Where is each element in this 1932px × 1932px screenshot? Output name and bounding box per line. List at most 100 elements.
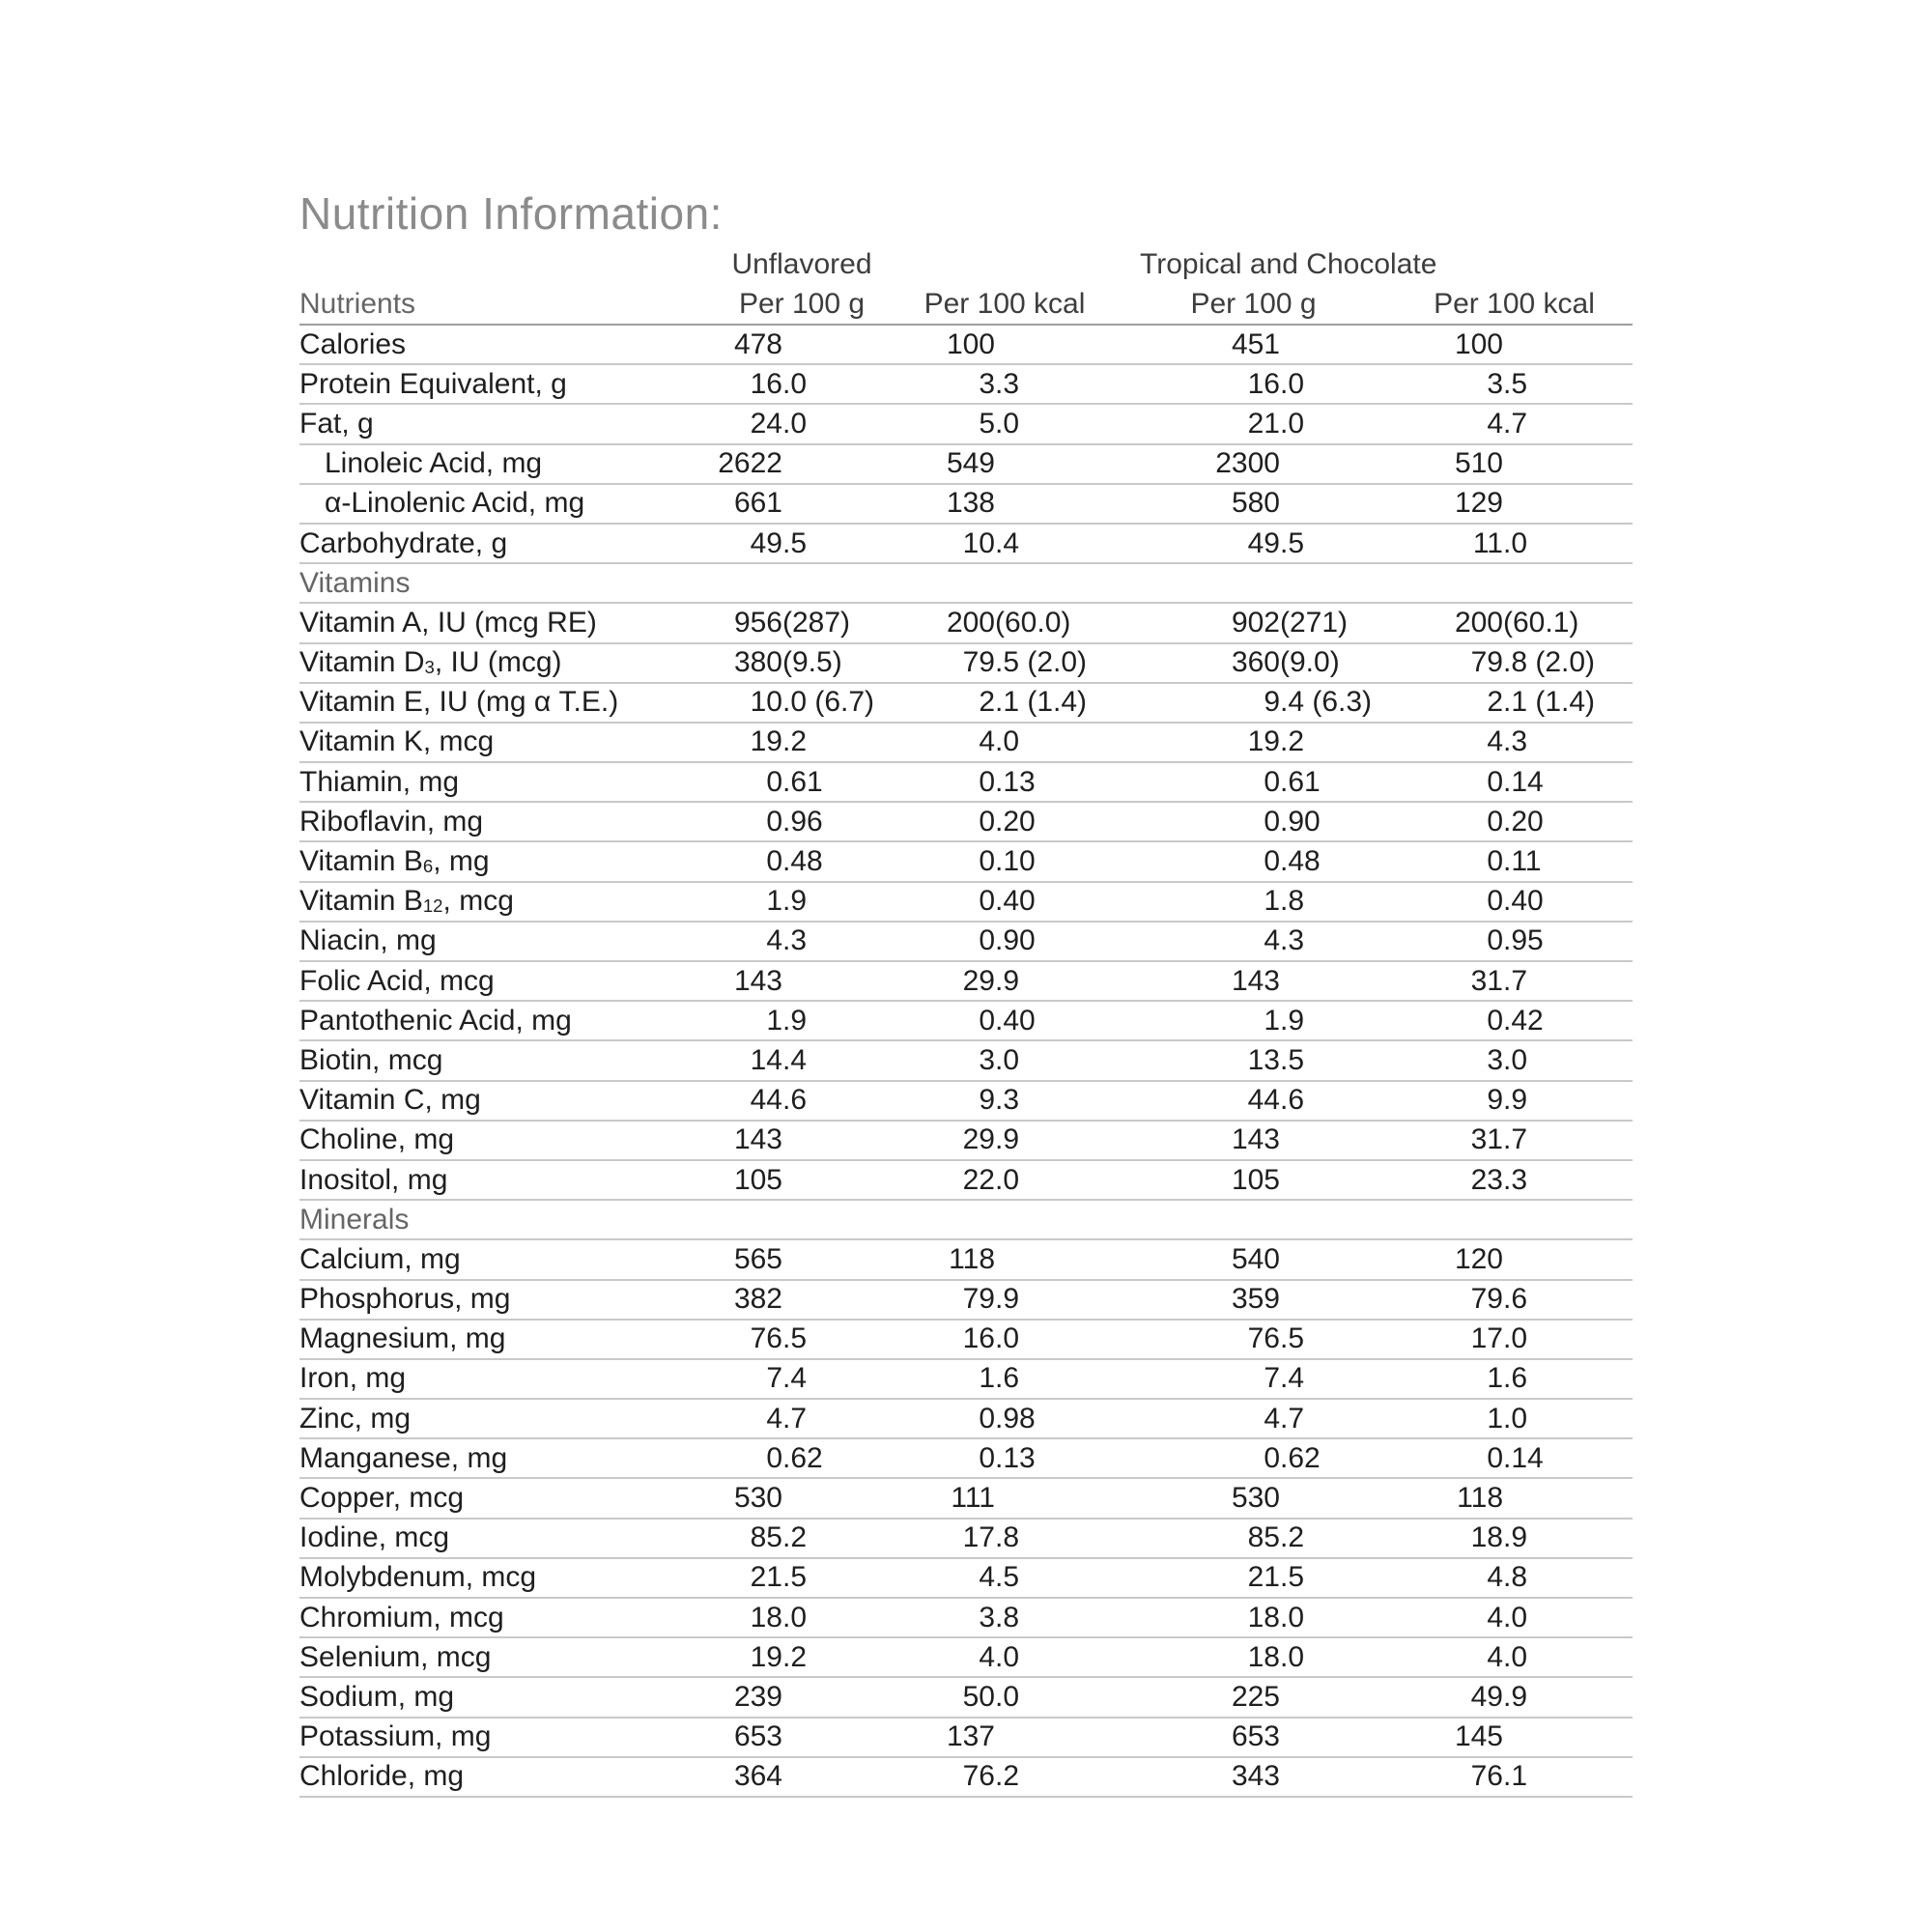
value-cell: 0.48 <box>1111 845 1396 878</box>
value-cell: 19.2 <box>705 725 898 758</box>
value-integer-part: 29 <box>962 1123 995 1156</box>
value-cell: 4.0 <box>1396 1602 1633 1634</box>
value-fraction-part <box>782 965 898 998</box>
group-header-unflavored: Unflavored <box>731 248 872 280</box>
value-fraction-part: .0 <box>782 1601 808 1634</box>
value-cell: 29.9 <box>898 1123 1111 1156</box>
value-fraction-part: .9 <box>1503 1680 1528 1713</box>
value-integer-part: 902 <box>1231 606 1280 639</box>
value-fraction-part: .9 <box>1503 1084 1528 1117</box>
value-integer-part: 1 <box>1487 1362 1503 1395</box>
table-row: Vitamin B6, mg 0.48 0.10 0.48 0.11 <box>299 842 1633 883</box>
table-row: Vitamin B12, mcg 1.9 0.40 1.8 0.40 <box>299 883 1633 923</box>
value-fraction-part: .1 (1.4) <box>995 686 1088 719</box>
value-cell: 1.9 <box>1111 1005 1396 1037</box>
value-cell: 478 <box>705 328 898 361</box>
value-integer-part: 4 <box>1487 407 1503 440</box>
value-integer-part: 19 <box>1247 725 1280 758</box>
section-header-row: Minerals <box>299 1201 1633 1241</box>
value-fraction-part: .2 <box>995 1760 1020 1793</box>
value-fraction-part: (287) <box>782 606 851 639</box>
value-cell: 31.7 <box>1396 1123 1633 1156</box>
value-integer-part: 510 <box>1454 447 1503 480</box>
value-cell: 3.3 <box>898 368 1111 401</box>
value-fraction-part: .5 (2.0) <box>995 646 1088 679</box>
column-header-unflavored-per-100kcal: Per 100 kcal <box>923 287 1086 320</box>
value-cell: 76.5 <box>705 1322 898 1355</box>
value-integer-part: 11 <box>1472 526 1503 559</box>
table-row: Vitamin E, IU (mg α T.E.) 10.0 (6.7) 2.1 (… <box>299 684 1633 724</box>
value-integer-part: 0 <box>1487 885 1503 918</box>
value-cell: 0.14 <box>1396 1442 1633 1475</box>
value-fraction-part <box>1280 1283 1396 1316</box>
value-fraction-part <box>995 1243 1111 1276</box>
value-cell: 143 <box>1111 965 1396 998</box>
value-cell: 120 <box>1396 1243 1633 1276</box>
value-fraction-part <box>1280 1123 1396 1156</box>
table-row: Riboflavin, mg 0.96 0.20 0.90 0.20 <box>299 803 1633 843</box>
value-cell: 118 <box>898 1243 1111 1276</box>
value-fraction-part <box>1280 965 1396 998</box>
value-integer-part: 0 <box>1264 765 1280 798</box>
value-fraction-part: .5 <box>1280 1043 1305 1076</box>
value-integer-part: 580 <box>1231 487 1280 520</box>
value-integer-part: 0 <box>1487 1441 1503 1474</box>
nutrient-label: Carbohydrate, g <box>299 526 508 559</box>
value-cell: 85.2 <box>1111 1521 1396 1554</box>
value-cell: 902 (271) <box>1111 607 1396 639</box>
value-integer-part: 364 <box>733 1760 782 1793</box>
value-cell: 18.0 <box>1111 1641 1396 1674</box>
value-fraction-part: .2 <box>782 725 808 758</box>
value-cell: 22.0 <box>898 1164 1111 1197</box>
value-fraction-part: .2 <box>1280 725 1305 758</box>
value-cell: 16.0 <box>898 1322 1111 1355</box>
value-integer-part: 9 <box>1264 686 1280 719</box>
value-integer-part: 49 <box>1247 526 1280 559</box>
value-integer-part: 18 <box>750 1601 782 1634</box>
value-cell: 0.13 <box>898 1442 1111 1475</box>
value-fraction-part: .5 <box>1280 1561 1305 1594</box>
value-integer-part: 0 <box>979 1402 995 1435</box>
value-fraction-part: .4 <box>1280 1362 1305 1395</box>
value-fraction-part <box>995 1482 1111 1515</box>
value-fraction-part: .6 <box>782 1084 808 1117</box>
value-fraction-part: .0 (6.7) <box>782 686 875 719</box>
value-integer-part: 0 <box>1264 805 1280 838</box>
value-fraction-part: (60.0) <box>995 606 1071 639</box>
value-cell: 0.61 <box>705 766 898 799</box>
value-integer-part: 44 <box>750 1084 782 1117</box>
value-cell: 23.3 <box>1396 1164 1633 1197</box>
value-fraction-part: .95 <box>1503 924 1544 957</box>
nutrient-label: Vitamin C, mg <box>299 1084 481 1117</box>
table-row: Fat, g 24.0 5.0 21.0 4.7 <box>299 405 1633 445</box>
value-fraction-part: .7 <box>1503 964 1528 997</box>
value-integer-part: 0 <box>1264 845 1280 878</box>
value-cell: 343 <box>1111 1760 1396 1793</box>
value-integer-part: 21 <box>1247 1561 1280 1594</box>
value-cell: 9.4 (6.3) <box>1111 686 1396 719</box>
value-fraction-part <box>1503 447 1633 480</box>
nutrient-label: Copper, mcg <box>299 1482 465 1515</box>
value-cell: 49.9 <box>1396 1681 1633 1714</box>
value-integer-part: 10 <box>750 686 782 719</box>
table-row: Vitamin D3, IU (mcg) 380 (9.5) 79.5 (2.0) 3… <box>299 644 1633 684</box>
value-fraction-part <box>1280 1760 1396 1793</box>
value-fraction-part: .62 <box>782 1441 823 1474</box>
value-cell: 79.6 <box>1396 1283 1633 1316</box>
value-integer-part: 49 <box>750 526 782 559</box>
value-integer-part: 653 <box>733 1720 782 1753</box>
value-cell: 653 <box>1111 1720 1396 1753</box>
group-header-tropical-and-chocolate: Tropical and Chocolate <box>1140 248 1437 280</box>
value-fraction-part: .9 <box>995 1123 1020 1156</box>
value-integer-part: 10 <box>962 526 995 559</box>
value-fraction-part: .7 <box>1503 1123 1528 1156</box>
value-cell: 2622 <box>705 447 898 480</box>
table-row: Calcium, mg 565 118 540 120 <box>299 1240 1633 1281</box>
value-integer-part: 105 <box>733 1163 782 1196</box>
value-fraction-part <box>1503 328 1633 361</box>
value-cell: 530 <box>1111 1482 1396 1515</box>
table-row: α-Linolenic Acid, mg 661 138 580 129 <box>299 485 1633 525</box>
nutrient-label: Calories <box>299 327 407 360</box>
nutrient-label: Vitamin K, mcg <box>299 725 495 758</box>
value-cell: 4.3 <box>1396 725 1633 758</box>
